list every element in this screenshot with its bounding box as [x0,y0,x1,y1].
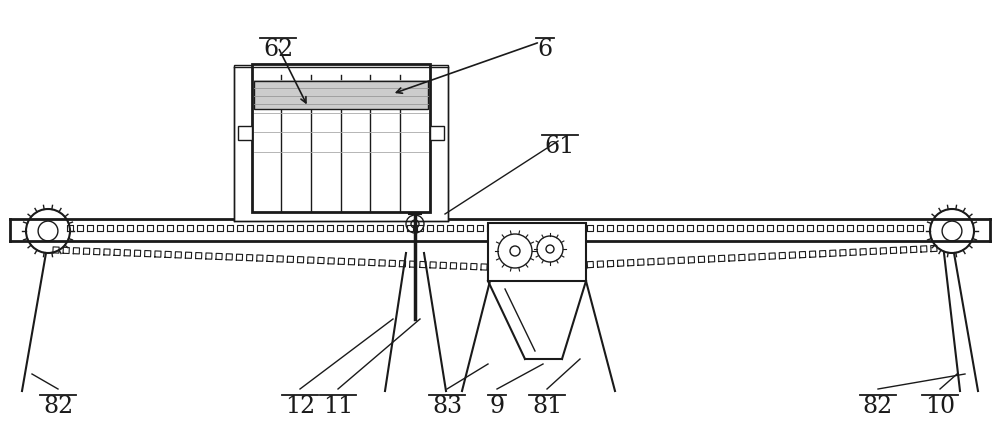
Bar [430,127,444,141]
Bar [238,127,252,141]
Text: 62: 62 [263,38,293,61]
Text: 81: 81 [532,394,562,417]
Text: 11: 11 [323,394,353,417]
Bar [252,65,430,213]
Text: 83: 83 [432,394,462,417]
Text: 61: 61 [545,135,575,158]
Text: 82: 82 [863,394,893,417]
Text: 9: 9 [489,394,505,417]
Bar [234,66,448,222]
Bar [488,224,586,281]
Text: 10: 10 [925,394,955,417]
Bar [254,82,428,110]
Text: 82: 82 [43,394,73,417]
Text: 12: 12 [285,394,315,417]
Text: 6: 6 [537,38,553,61]
